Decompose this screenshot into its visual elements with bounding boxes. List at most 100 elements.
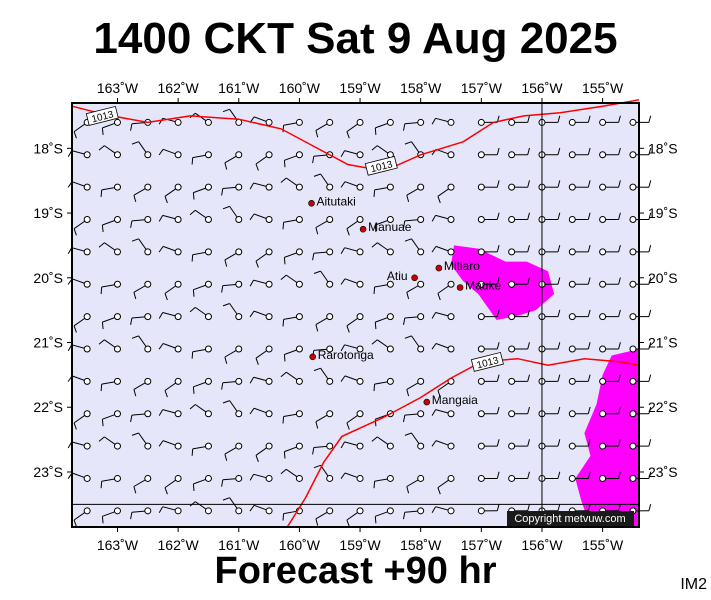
wind-barb	[158, 440, 182, 450]
wind-barb	[508, 374, 530, 385]
wind-barb	[373, 377, 394, 392]
wind-barb	[221, 280, 243, 293]
wind-barb	[340, 247, 364, 256]
wind-barb	[568, 309, 591, 321]
wind-barb	[346, 410, 364, 430]
wind-barb	[255, 345, 273, 365]
place-rarotonga: Rarotonga	[309, 348, 374, 362]
wind-barb	[568, 374, 591, 385]
wind-barb	[599, 115, 621, 126]
wind-barb	[282, 216, 303, 230]
x-tick-label: 155˚W	[582, 537, 624, 553]
wind-barb	[477, 503, 500, 515]
wind-barb	[629, 342, 652, 353]
wind-barb	[599, 406, 621, 418]
wind-barb	[599, 342, 621, 353]
wind-barb	[224, 151, 243, 170]
wind-barb	[133, 377, 152, 397]
rain-areas	[451, 245, 639, 527]
wind-barb	[133, 474, 152, 494]
wind-barb	[346, 118, 364, 139]
wind-barb	[431, 409, 455, 418]
place-marker	[309, 353, 317, 361]
wind-barb	[568, 439, 591, 450]
svg-text:1013: 1013	[370, 159, 395, 175]
wind-barb	[158, 343, 182, 353]
wind-barb	[158, 148, 182, 159]
wind-barb	[67, 472, 91, 482]
place-marker	[308, 200, 315, 207]
wind-barb	[629, 115, 652, 126]
wind-barb	[346, 507, 364, 527]
y-tick-label: 18˚S	[33, 140, 63, 156]
wind-barb	[599, 471, 621, 482]
wind-barb	[280, 468, 303, 482]
wind-barb	[313, 173, 334, 191]
wind-barb	[477, 309, 500, 321]
wind-barb	[477, 406, 500, 418]
wind-barb	[101, 410, 121, 427]
wind-barb	[221, 377, 243, 390]
wind-barb	[568, 471, 591, 482]
wind-barb	[249, 116, 273, 126]
x-tick-label: 162˚W	[158, 80, 200, 96]
wind-barb	[280, 274, 303, 288]
wind-barb	[437, 474, 455, 495]
wind-barb	[340, 344, 364, 353]
place-manuae: Manuae	[359, 220, 412, 234]
wind-barb	[158, 245, 182, 256]
rain-area	[575, 349, 639, 527]
wind-barb	[431, 312, 455, 321]
wind-barb	[313, 464, 334, 482]
wind-barb	[373, 183, 394, 197]
wind-barb	[477, 180, 500, 191]
place-mauke: Mauke	[456, 279, 501, 293]
wind-barb	[164, 377, 182, 398]
wind-barb	[340, 150, 364, 159]
wind-barb	[477, 342, 500, 353]
y-tick-label: 18˚S	[648, 140, 678, 156]
wind-barb	[133, 183, 152, 203]
wind-barb	[599, 244, 621, 256]
wind-barb	[130, 216, 152, 228]
wind-barb	[224, 345, 243, 364]
place-marker	[423, 398, 431, 406]
wind-barb	[100, 474, 121, 489]
wind-barb	[431, 245, 455, 256]
place-label: Mauke	[465, 279, 501, 293]
x-tick-label: 163˚W	[97, 537, 139, 553]
wind-barb	[508, 471, 530, 482]
wind-barb	[164, 280, 182, 301]
wind-barb	[224, 248, 243, 267]
y-tick-label: 21˚S	[33, 335, 63, 351]
wind-barb	[568, 212, 591, 224]
wind-barb	[67, 375, 91, 385]
svg-text:1013: 1013	[91, 109, 116, 125]
wind-barb	[340, 375, 364, 385]
wind-barb	[477, 244, 500, 256]
wind-barb	[371, 436, 394, 450]
wind-barb	[477, 471, 500, 482]
wind-barb	[67, 247, 91, 256]
wind-barb	[568, 406, 591, 418]
place-label: Atiu	[387, 269, 408, 283]
wind-barb	[282, 410, 303, 424]
y-tick-label: 23˚S	[33, 464, 63, 480]
wind-barb	[158, 312, 182, 321]
wind-barb	[568, 244, 591, 256]
page-title: 1400 CKT Sat 9 Aug 2025	[93, 14, 618, 63]
wind-barb	[315, 313, 334, 332]
y-tick-label: 19˚S	[33, 205, 63, 221]
wind-barb	[373, 280, 394, 295]
wind-barb	[131, 432, 152, 450]
x-tick-label: 163˚W	[97, 80, 139, 96]
wind-barb	[312, 248, 334, 261]
wind-barb	[312, 442, 334, 455]
place-marker	[411, 274, 418, 282]
place-mitiaro: Mitiaro	[435, 259, 480, 273]
wind-barb	[283, 345, 303, 362]
wind-barb	[73, 313, 91, 333]
isobar-label: 1013	[85, 105, 119, 126]
wind-barb	[431, 148, 455, 159]
